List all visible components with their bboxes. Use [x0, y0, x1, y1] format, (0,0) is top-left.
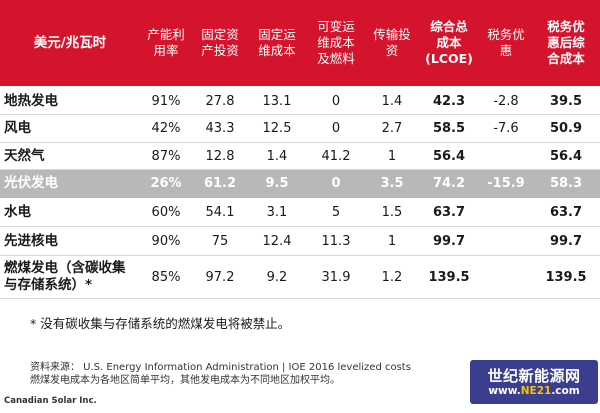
cell-vom: 41.2 — [321, 148, 351, 164]
cell-fom: 3.1 — [266, 204, 288, 220]
cell-lcoe: 56.4 — [432, 148, 466, 164]
cell-lcoe: 99.7 — [432, 233, 466, 249]
row-name: 天然气 — [4, 147, 45, 164]
cell-tax — [480, 256, 532, 298]
watermark-url-prefix: www. — [488, 384, 521, 397]
source-line-2: 燃煤发电成本为各地区简单平均，其他发电成本为不同地区加权平均。 — [30, 375, 340, 386]
watermark-url: www.NE21.com — [488, 385, 579, 398]
header-unit: 美元/兆瓦时 — [33, 35, 107, 51]
header-lcoe: 综合总 成本 (LCOE) — [425, 19, 473, 66]
table-row: 水电 60% 54.1 3.1 5 1.5 63.7 63.7 — [0, 198, 600, 227]
cell-cf: 91% — [151, 93, 181, 109]
cell-after-tax: 50.9 — [549, 121, 583, 136]
cell-trans: 3.5 — [380, 176, 404, 191]
row-name: 水电 — [4, 203, 31, 220]
table-row: 天然气 87% 12.8 1.4 41.2 1 56.4 56.4 — [0, 143, 600, 170]
cell-capex: 75 — [211, 233, 229, 249]
table-header: 美元/兆瓦时 产能利 用率 固定资 产投资 固定运 维成本 可变运 维成本 及燃… — [0, 0, 600, 86]
cell-vom: 31.9 — [321, 269, 351, 285]
cell-lcoe: 42.3 — [432, 93, 466, 109]
row-name: 地热发电 — [4, 92, 58, 109]
watermark-title: 世纪新能源网 — [487, 366, 581, 385]
header-tax-credit: 税务优 惠 — [487, 27, 525, 58]
cell-cf: 90% — [151, 233, 181, 249]
table-row: 先进核电 90% 75 12.4 11.3 1 99.7 99.7 — [0, 227, 600, 256]
cell-fom: 9.5 — [265, 176, 289, 191]
cell-cf: 85% — [151, 269, 181, 285]
row-name: 风电 — [4, 120, 31, 136]
cell-after-tax: 99.7 — [549, 233, 583, 249]
cell-lcoe: 63.7 — [432, 204, 466, 220]
cell-after-tax: 56.4 — [549, 148, 583, 164]
cell-vom: 0 — [331, 93, 341, 109]
cell-capex: 97.2 — [205, 269, 235, 285]
header-variable-om: 可变运 维成本 及燃料 — [317, 19, 355, 66]
table-row: 燃煤发电（含碳收集 与存储系统）* 85% 97.2 9.2 31.9 1.2 … — [0, 256, 600, 299]
table-row: 地热发电 91% 27.8 13.1 0 1.4 42.3 -2.8 39.5 — [0, 88, 600, 115]
cell-vom: 0 — [331, 121, 341, 136]
header-fixed-om: 固定运 维成本 — [258, 27, 296, 58]
source-line-1: 资料来源： U.S. Energy Information Administra… — [30, 362, 411, 373]
header-capacity-factor: 产能利 用率 — [147, 27, 185, 58]
watermark-url-brand: NE21 — [520, 384, 552, 397]
table-row-highlighted: 光伏发电 26% 61.2 9.5 0 3.5 74.2 -15.9 58.3 — [0, 170, 600, 198]
row-name: 光伏发电 — [4, 175, 58, 191]
header-transmission: 传输投 资 — [373, 27, 411, 58]
cell-after-tax: 39.5 — [549, 93, 583, 109]
cell-trans: 1.5 — [381, 204, 403, 220]
cell-after-tax: 58.3 — [549, 176, 583, 191]
cell-cf: 26% — [150, 176, 182, 191]
cell-tax — [480, 143, 532, 169]
cell-after-tax: 139.5 — [545, 269, 587, 285]
cell-trans: 1 — [387, 148, 397, 164]
header-capex: 固定资 产投资 — [201, 27, 239, 58]
cell-trans: 1.4 — [381, 93, 403, 109]
row-name: 先进核电 — [4, 232, 58, 249]
cell-fom: 9.2 — [266, 269, 288, 285]
cell-capex: 12.8 — [205, 148, 235, 164]
cell-lcoe: 74.2 — [432, 176, 466, 191]
cell-after-tax: 63.7 — [549, 204, 583, 220]
cell-capex: 43.3 — [205, 121, 235, 136]
cell-tax — [480, 198, 532, 226]
cell-fom: 13.1 — [262, 93, 292, 109]
cell-lcoe: 58.5 — [432, 121, 466, 136]
table-row: 风电 42% 43.3 12.5 0 2.7 58.5 -7.6 50.9 — [0, 115, 600, 143]
cell-cf: 60% — [151, 204, 181, 220]
cell-trans: 1.2 — [381, 269, 403, 285]
cell-fom: 12.5 — [262, 121, 292, 136]
cell-tax — [480, 227, 532, 255]
cell-tax: -15.9 — [487, 176, 525, 191]
row-name: 燃煤发电（含碳收集 与存储系统）* — [4, 260, 126, 293]
cell-tax: -2.8 — [493, 93, 519, 109]
cell-lcoe: 139.5 — [428, 269, 470, 285]
company-name: Canadian Solar Inc. — [4, 396, 97, 406]
cell-capex: 27.8 — [205, 93, 235, 109]
cell-vom: 0 — [331, 176, 341, 191]
cell-vom: 11.3 — [321, 233, 351, 249]
cell-cf: 87% — [151, 148, 181, 164]
footnote: * 没有碳收集与存储系统的燃煤发电将被禁止。 — [30, 316, 291, 331]
cell-capex: 54.1 — [205, 204, 235, 220]
cell-cf: 42% — [151, 121, 181, 136]
cell-vom: 5 — [331, 204, 341, 220]
watermark-url-suffix: .com — [551, 384, 580, 397]
cell-capex: 61.2 — [203, 176, 237, 191]
cell-fom: 1.4 — [266, 148, 288, 164]
cell-tax: -7.6 — [493, 121, 519, 136]
header-after-tax-cost: 税务优 惠后综 合成本 — [547, 19, 585, 66]
cell-trans: 1 — [387, 233, 397, 249]
cell-trans: 2.7 — [381, 121, 403, 136]
watermark-logo: 世纪新能源网 www.NE21.com — [470, 360, 598, 404]
cell-fom: 12.4 — [262, 233, 292, 249]
cost-table: 美元/兆瓦时 产能利 用率 固定资 产投资 固定运 维成本 可变运 维成本 及燃… — [0, 0, 600, 299]
source-note: 资料来源： U.S. Energy Information Administra… — [30, 361, 411, 387]
